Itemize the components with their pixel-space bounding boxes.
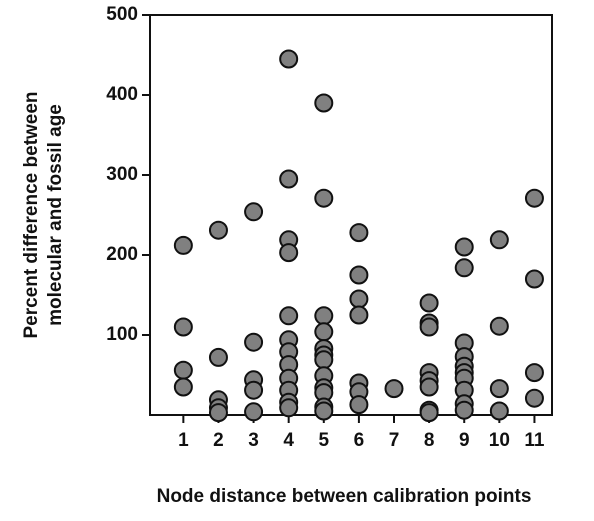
point (208, 403, 228, 423)
point (349, 305, 369, 325)
y-axis-label: molecular and fossil age (45, 104, 66, 326)
point (244, 202, 264, 222)
point (349, 395, 369, 415)
point (524, 188, 544, 208)
point (419, 377, 439, 397)
point (279, 169, 299, 189)
point (524, 269, 544, 289)
point (314, 93, 334, 113)
y-tick-label: 400 (106, 84, 138, 105)
y-tick-label: 300 (106, 164, 138, 185)
x-axis-label: Node distance between calibration points (157, 486, 532, 507)
point (349, 289, 369, 309)
point (454, 400, 474, 420)
y-tick-label: 200 (106, 244, 138, 265)
x-tick-label: 11 (524, 430, 545, 451)
point (419, 317, 439, 337)
point (244, 380, 264, 400)
point (208, 347, 228, 367)
point (279, 398, 299, 418)
point (419, 293, 439, 313)
point (244, 402, 264, 422)
point (454, 237, 474, 257)
x-tick-label: 1 (178, 430, 189, 451)
x-tick-label: 3 (248, 430, 259, 451)
point (279, 306, 299, 326)
point (489, 316, 509, 336)
point (524, 363, 544, 383)
x-tick-label: 5 (319, 430, 330, 451)
point (489, 230, 509, 250)
plot-frame (149, 14, 553, 416)
point (314, 401, 334, 421)
point (314, 322, 334, 342)
x-tick-label: 6 (354, 430, 365, 451)
point (279, 49, 299, 69)
point (314, 188, 334, 208)
x-tick-label: 7 (389, 430, 400, 451)
point (244, 332, 264, 352)
point (349, 223, 369, 243)
point (489, 401, 509, 421)
point (489, 379, 509, 399)
point (279, 243, 299, 263)
point (173, 235, 193, 255)
point (314, 306, 334, 326)
point (173, 360, 193, 380)
point (384, 379, 404, 399)
point (314, 350, 334, 370)
x-tick-label: 4 (283, 430, 294, 451)
point (419, 403, 439, 423)
x-tick-label: 8 (424, 430, 435, 451)
point (173, 317, 193, 337)
point (349, 265, 369, 285)
point (454, 258, 474, 278)
x-tick-label: 2 (213, 430, 224, 451)
y-tick-label: 500 (106, 4, 138, 25)
point (208, 220, 228, 240)
x-tick-label: 9 (459, 430, 470, 451)
y-tick-label: 100 (106, 324, 138, 345)
x-tick-label: 10 (489, 430, 510, 451)
point (524, 388, 544, 408)
y-axis-label: Percent difference between (21, 91, 42, 338)
point (173, 377, 193, 397)
